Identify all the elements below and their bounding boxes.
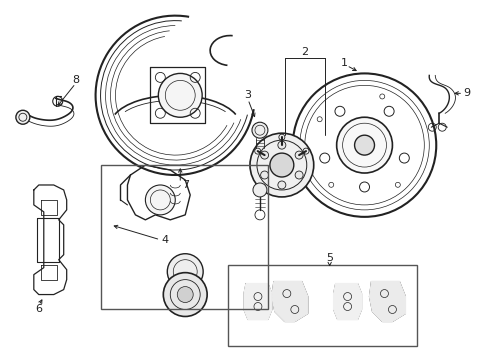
Circle shape: [177, 287, 193, 302]
Text: 9: 9: [464, 88, 471, 98]
Text: 1: 1: [341, 58, 348, 68]
Circle shape: [253, 183, 267, 197]
Circle shape: [261, 151, 269, 159]
Text: 8: 8: [72, 75, 79, 85]
Polygon shape: [272, 282, 308, 321]
Bar: [100, 165, 268, 310]
Polygon shape: [244, 284, 272, 319]
Circle shape: [16, 110, 30, 124]
Bar: [228, 265, 417, 346]
Circle shape: [337, 117, 392, 173]
Text: 4: 4: [162, 235, 169, 245]
Circle shape: [278, 181, 286, 189]
Polygon shape: [369, 282, 405, 321]
Circle shape: [295, 171, 303, 179]
Text: 5: 5: [326, 253, 333, 263]
Circle shape: [250, 133, 314, 197]
Circle shape: [158, 73, 202, 117]
Text: 6: 6: [35, 305, 42, 315]
Circle shape: [167, 254, 203, 289]
Circle shape: [278, 141, 286, 149]
Polygon shape: [334, 284, 362, 319]
Circle shape: [146, 185, 175, 215]
Circle shape: [270, 153, 294, 177]
Text: 7: 7: [182, 180, 189, 190]
Circle shape: [163, 273, 207, 316]
Circle shape: [261, 171, 269, 179]
Circle shape: [295, 151, 303, 159]
Text: 2: 2: [301, 48, 308, 58]
Text: 3: 3: [245, 90, 251, 100]
Circle shape: [355, 135, 374, 155]
Circle shape: [252, 122, 268, 138]
